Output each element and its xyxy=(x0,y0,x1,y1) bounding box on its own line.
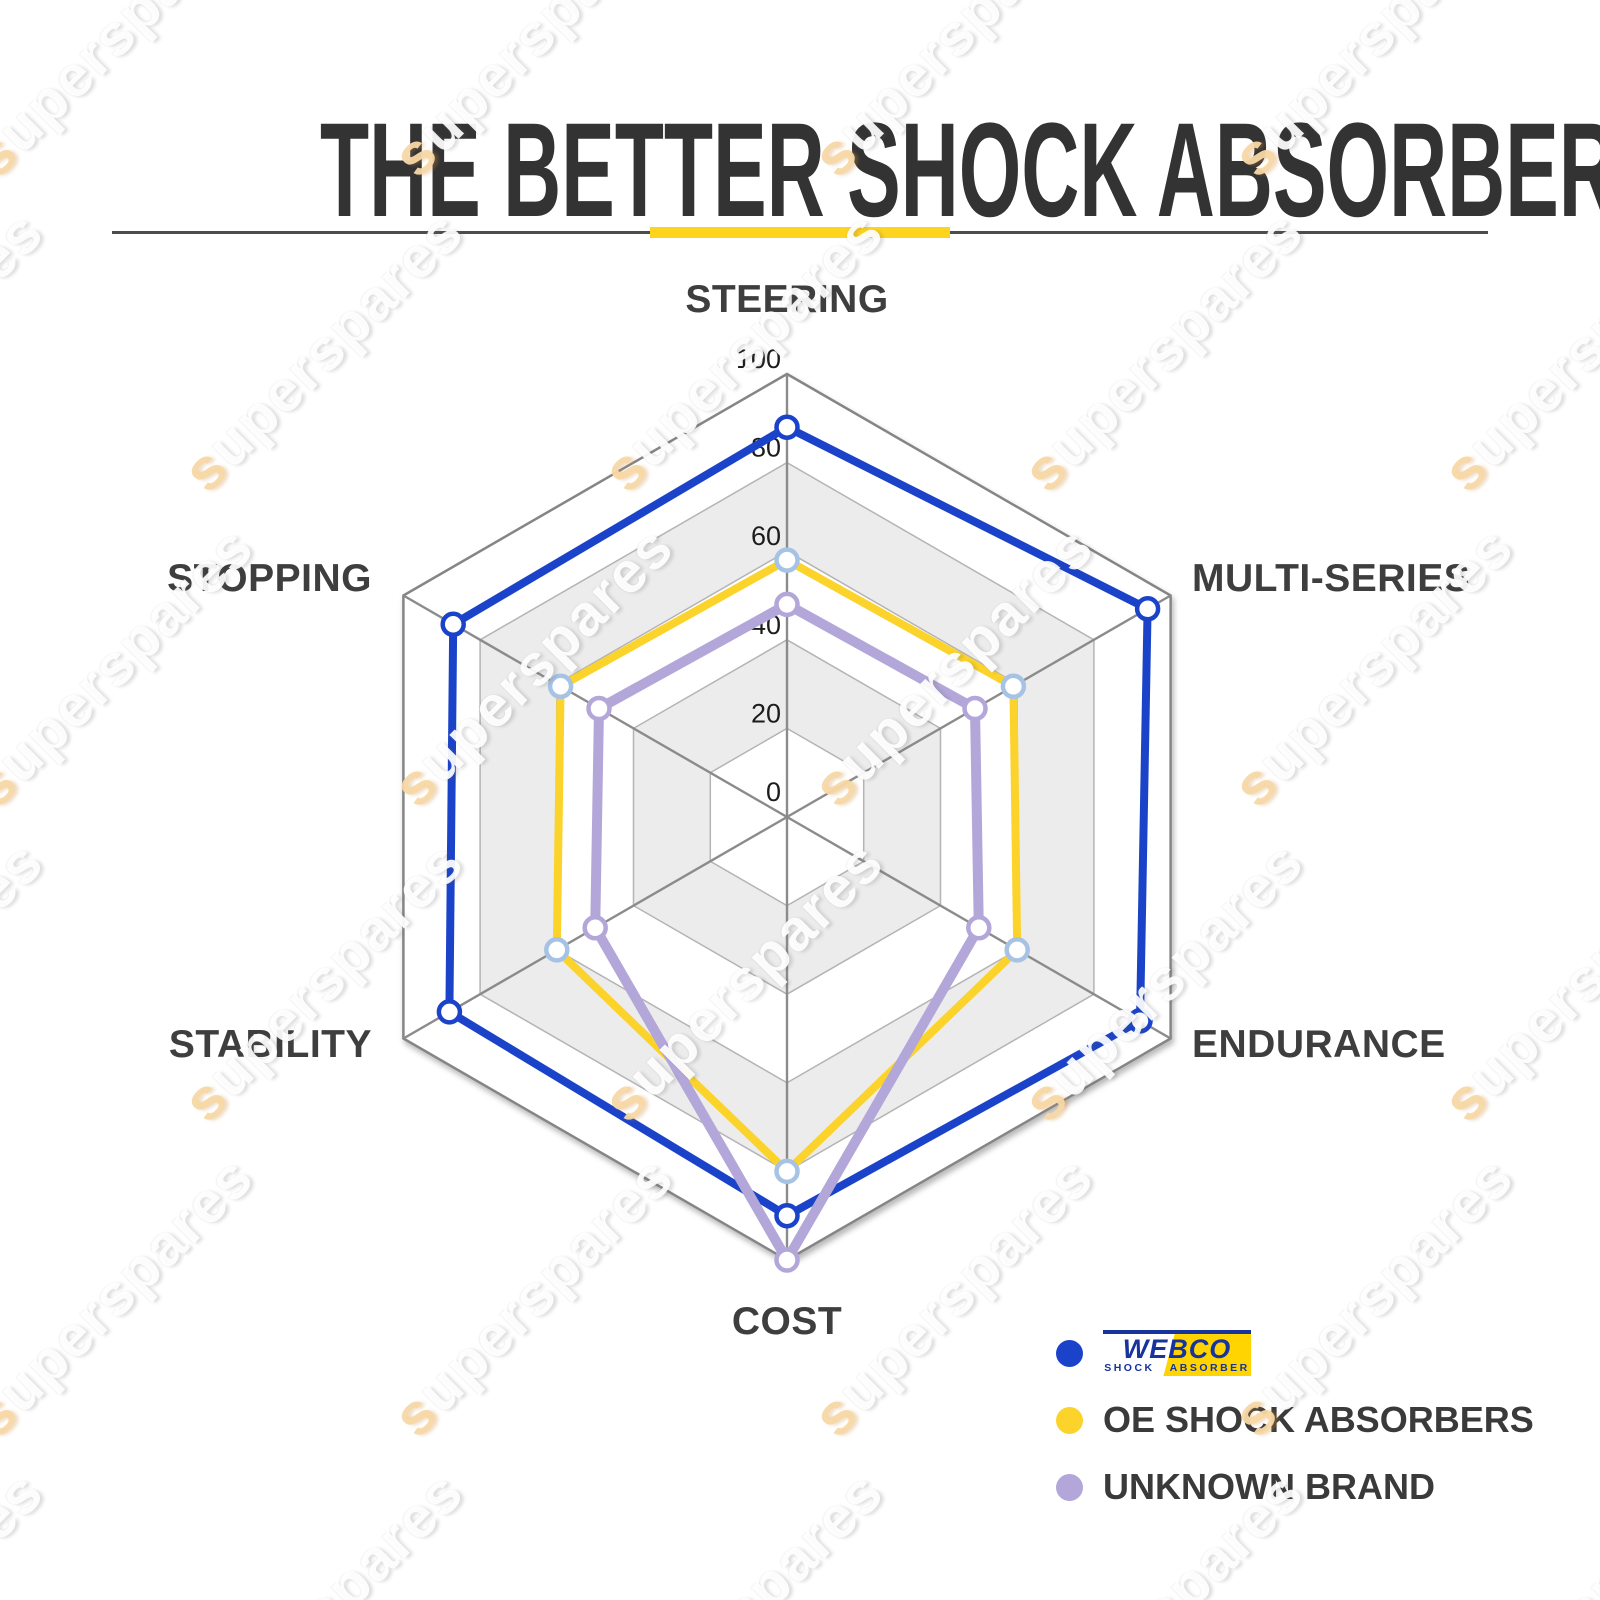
webco-logo-name: WEBCO xyxy=(1122,1334,1232,1364)
series-oe-shock-absorbers xyxy=(544,547,1030,1185)
axis-label-cost: COST xyxy=(731,1300,843,1343)
axis-label-stability: STABILITY xyxy=(168,1023,372,1066)
legend-dot-unknown xyxy=(1056,1473,1083,1501)
legend-dot-webco xyxy=(1056,1339,1083,1367)
marker-oe-shock-absorbers-cost xyxy=(774,1158,800,1185)
marker-unknown-brand-endurance xyxy=(966,915,992,941)
marker-oe-shock-absorbers-stopping xyxy=(547,673,574,700)
marker-webco-shock-absorber-stability xyxy=(436,999,463,1025)
marker-oe-shock-absorbers-stability xyxy=(544,937,570,963)
marker-unknown-brand-steering xyxy=(774,591,800,618)
tick-label-60: 60 xyxy=(751,521,781,551)
legend-item-oe: OE SHOCK ABSORBERS xyxy=(1056,1397,1534,1443)
series-webco-shock-absorber xyxy=(436,414,1161,1229)
axis-label-stopping: STOPPING xyxy=(167,557,372,600)
legend-item-webco: WEBCO SHOCK ABSORBER xyxy=(1056,1330,1534,1376)
marker-webco-shock-absorber-multi-series xyxy=(1134,596,1161,622)
marker-unknown-brand-stability xyxy=(582,915,608,941)
marker-unknown-brand-cost xyxy=(774,1247,800,1273)
series-unknown-brand xyxy=(582,591,992,1273)
axis-label-endurance: ENDURANCE xyxy=(1192,1023,1446,1066)
marker-oe-shock-absorbers-multi-series xyxy=(1000,673,1027,700)
marker-unknown-brand-stopping xyxy=(586,695,612,722)
marker-webco-shock-absorber-cost xyxy=(774,1202,800,1229)
webco-logo: WEBCO SHOCK ABSORBER xyxy=(1103,1330,1251,1376)
legend-item-unknown: UNKNOWN BRAND xyxy=(1056,1464,1534,1510)
marker-oe-shock-absorbers-steering xyxy=(774,547,800,573)
marker-unknown-brand-multi-series xyxy=(962,695,988,722)
marker-oe-shock-absorbers-endurance xyxy=(1004,937,1030,963)
title-divider xyxy=(112,227,1488,238)
tick-label-20: 20 xyxy=(751,698,781,728)
divider-accent-bar xyxy=(650,227,950,238)
legend-dot-oe xyxy=(1056,1406,1083,1434)
chart-legend: WEBCO SHOCK ABSORBER OE SHOCK ABSORBERS … xyxy=(1056,1330,1534,1531)
tick-label-0: 0 xyxy=(766,777,781,807)
marker-webco-shock-absorber-endurance xyxy=(1127,1008,1153,1034)
legend-label-unknown: UNKNOWN BRAND xyxy=(1103,1466,1435,1507)
webco-logo-subtitle: SHOCK ABSORBER xyxy=(1104,1362,1250,1374)
page-title: THE BETTER SHOCK ABSORBERS xyxy=(319,96,1600,245)
tick-label-100: 100 xyxy=(736,344,781,374)
marker-webco-shock-absorber-steering xyxy=(774,414,800,440)
legend-label-oe: OE SHOCK ABSORBERS xyxy=(1103,1399,1534,1440)
radar-grid xyxy=(402,372,1172,1262)
marker-webco-shock-absorber-stopping xyxy=(440,611,466,638)
axis-label-steering: STEERING xyxy=(685,278,889,321)
axis-label-multi-series: MULTI-SERIES xyxy=(1192,557,1471,600)
